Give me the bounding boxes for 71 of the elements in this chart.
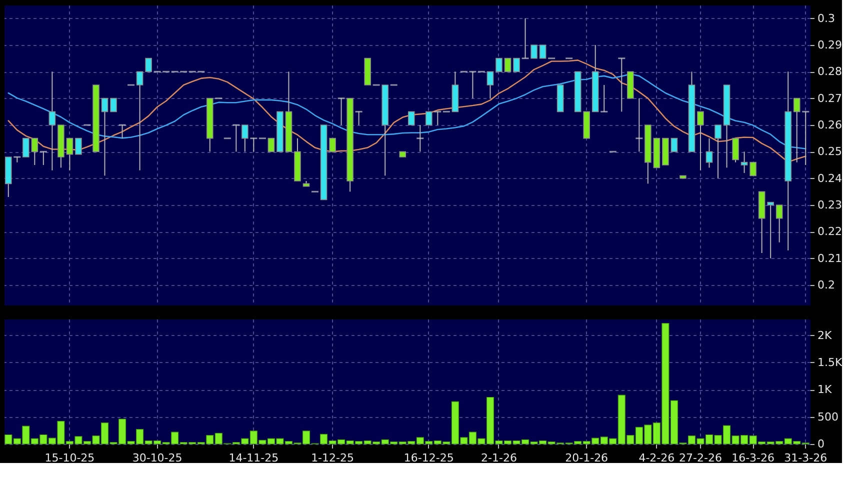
y-tick-label: 0.2 (818, 278, 835, 292)
candlestick (66, 138, 74, 171)
candlestick (513, 58, 520, 72)
candlestick (268, 138, 275, 152)
candlestick (338, 98, 345, 126)
candlestick (618, 58, 626, 112)
y-tick-label: 500 (818, 410, 838, 424)
y-tick-label: 0.27 (818, 92, 842, 105)
candlestick (136, 71, 144, 171)
candlestick (530, 44, 538, 59)
x-tick-label: 16-3-26 (732, 452, 775, 464)
candlestick (31, 138, 38, 166)
x-tick-label: 20-1-26 (565, 452, 608, 464)
candlestick (504, 58, 512, 72)
y-tick-label: 0.21 (818, 252, 842, 265)
candlestick (118, 124, 126, 139)
candlestick (636, 98, 643, 152)
candlestick (232, 124, 240, 152)
x-tick-label: 31-3-26 (784, 452, 828, 464)
x-tick-label: 4-2-26 (638, 452, 675, 464)
candlestick (732, 138, 739, 163)
x-tick-label: 2-1-26 (481, 452, 517, 464)
candlestick (75, 138, 82, 155)
candlestick (767, 202, 774, 259)
candlestick (110, 98, 117, 112)
y-tick-label: 2K (818, 328, 832, 342)
candlestick (145, 58, 152, 72)
candlestick (802, 110, 810, 166)
candlestick (101, 98, 108, 176)
candlestick (426, 111, 432, 126)
x-tick-label: 1-12-25 (311, 452, 354, 464)
candlestick (706, 138, 713, 168)
candlestick (750, 162, 756, 176)
candlestick (600, 84, 608, 112)
y-tick-label: 0.22 (818, 225, 842, 238)
candlestick (740, 151, 748, 174)
x-tick-label: 30-10-25 (132, 452, 182, 464)
x-tick-label: 27-2-26 (679, 452, 722, 464)
candlestick (48, 71, 56, 171)
x-tick-label: 16-12-25 (404, 452, 454, 464)
candlestick (22, 138, 30, 158)
candlestick (250, 138, 258, 152)
candlestick (355, 110, 362, 126)
candlestick (793, 98, 800, 163)
candlestick (714, 124, 722, 179)
candlestick (434, 110, 442, 126)
y-tick-label: 0.25 (818, 145, 842, 158)
y-tick-label: 0.3 (818, 12, 835, 25)
y-tick-label: 0.23 (818, 198, 842, 212)
y-tick-label: 0.24 (818, 172, 842, 185)
candlestick (670, 138, 678, 152)
candlestick (486, 71, 494, 99)
y-tick-label: 0.29 (818, 38, 842, 52)
line-series (8, 73, 806, 150)
candlestick (40, 150, 47, 166)
x-tick-label: 15-10-25 (44, 452, 95, 464)
candlestick (496, 58, 502, 72)
candlestick (539, 44, 546, 59)
candlestick (776, 204, 783, 243)
candlestick (522, 18, 529, 60)
y-tick-label: 0 (818, 438, 824, 450)
candlestick (697, 111, 704, 171)
line-series (8, 60, 806, 163)
y-tick-label: 0.28 (818, 65, 842, 78)
candlestick (329, 138, 336, 152)
y-tick-label: 0.26 (818, 118, 842, 132)
candlestick (242, 124, 248, 152)
candlestick (408, 111, 415, 126)
x-tick-label: 14-11-25 (228, 452, 279, 464)
candlestick (416, 124, 424, 152)
y-tick-label: 1K (818, 383, 832, 396)
